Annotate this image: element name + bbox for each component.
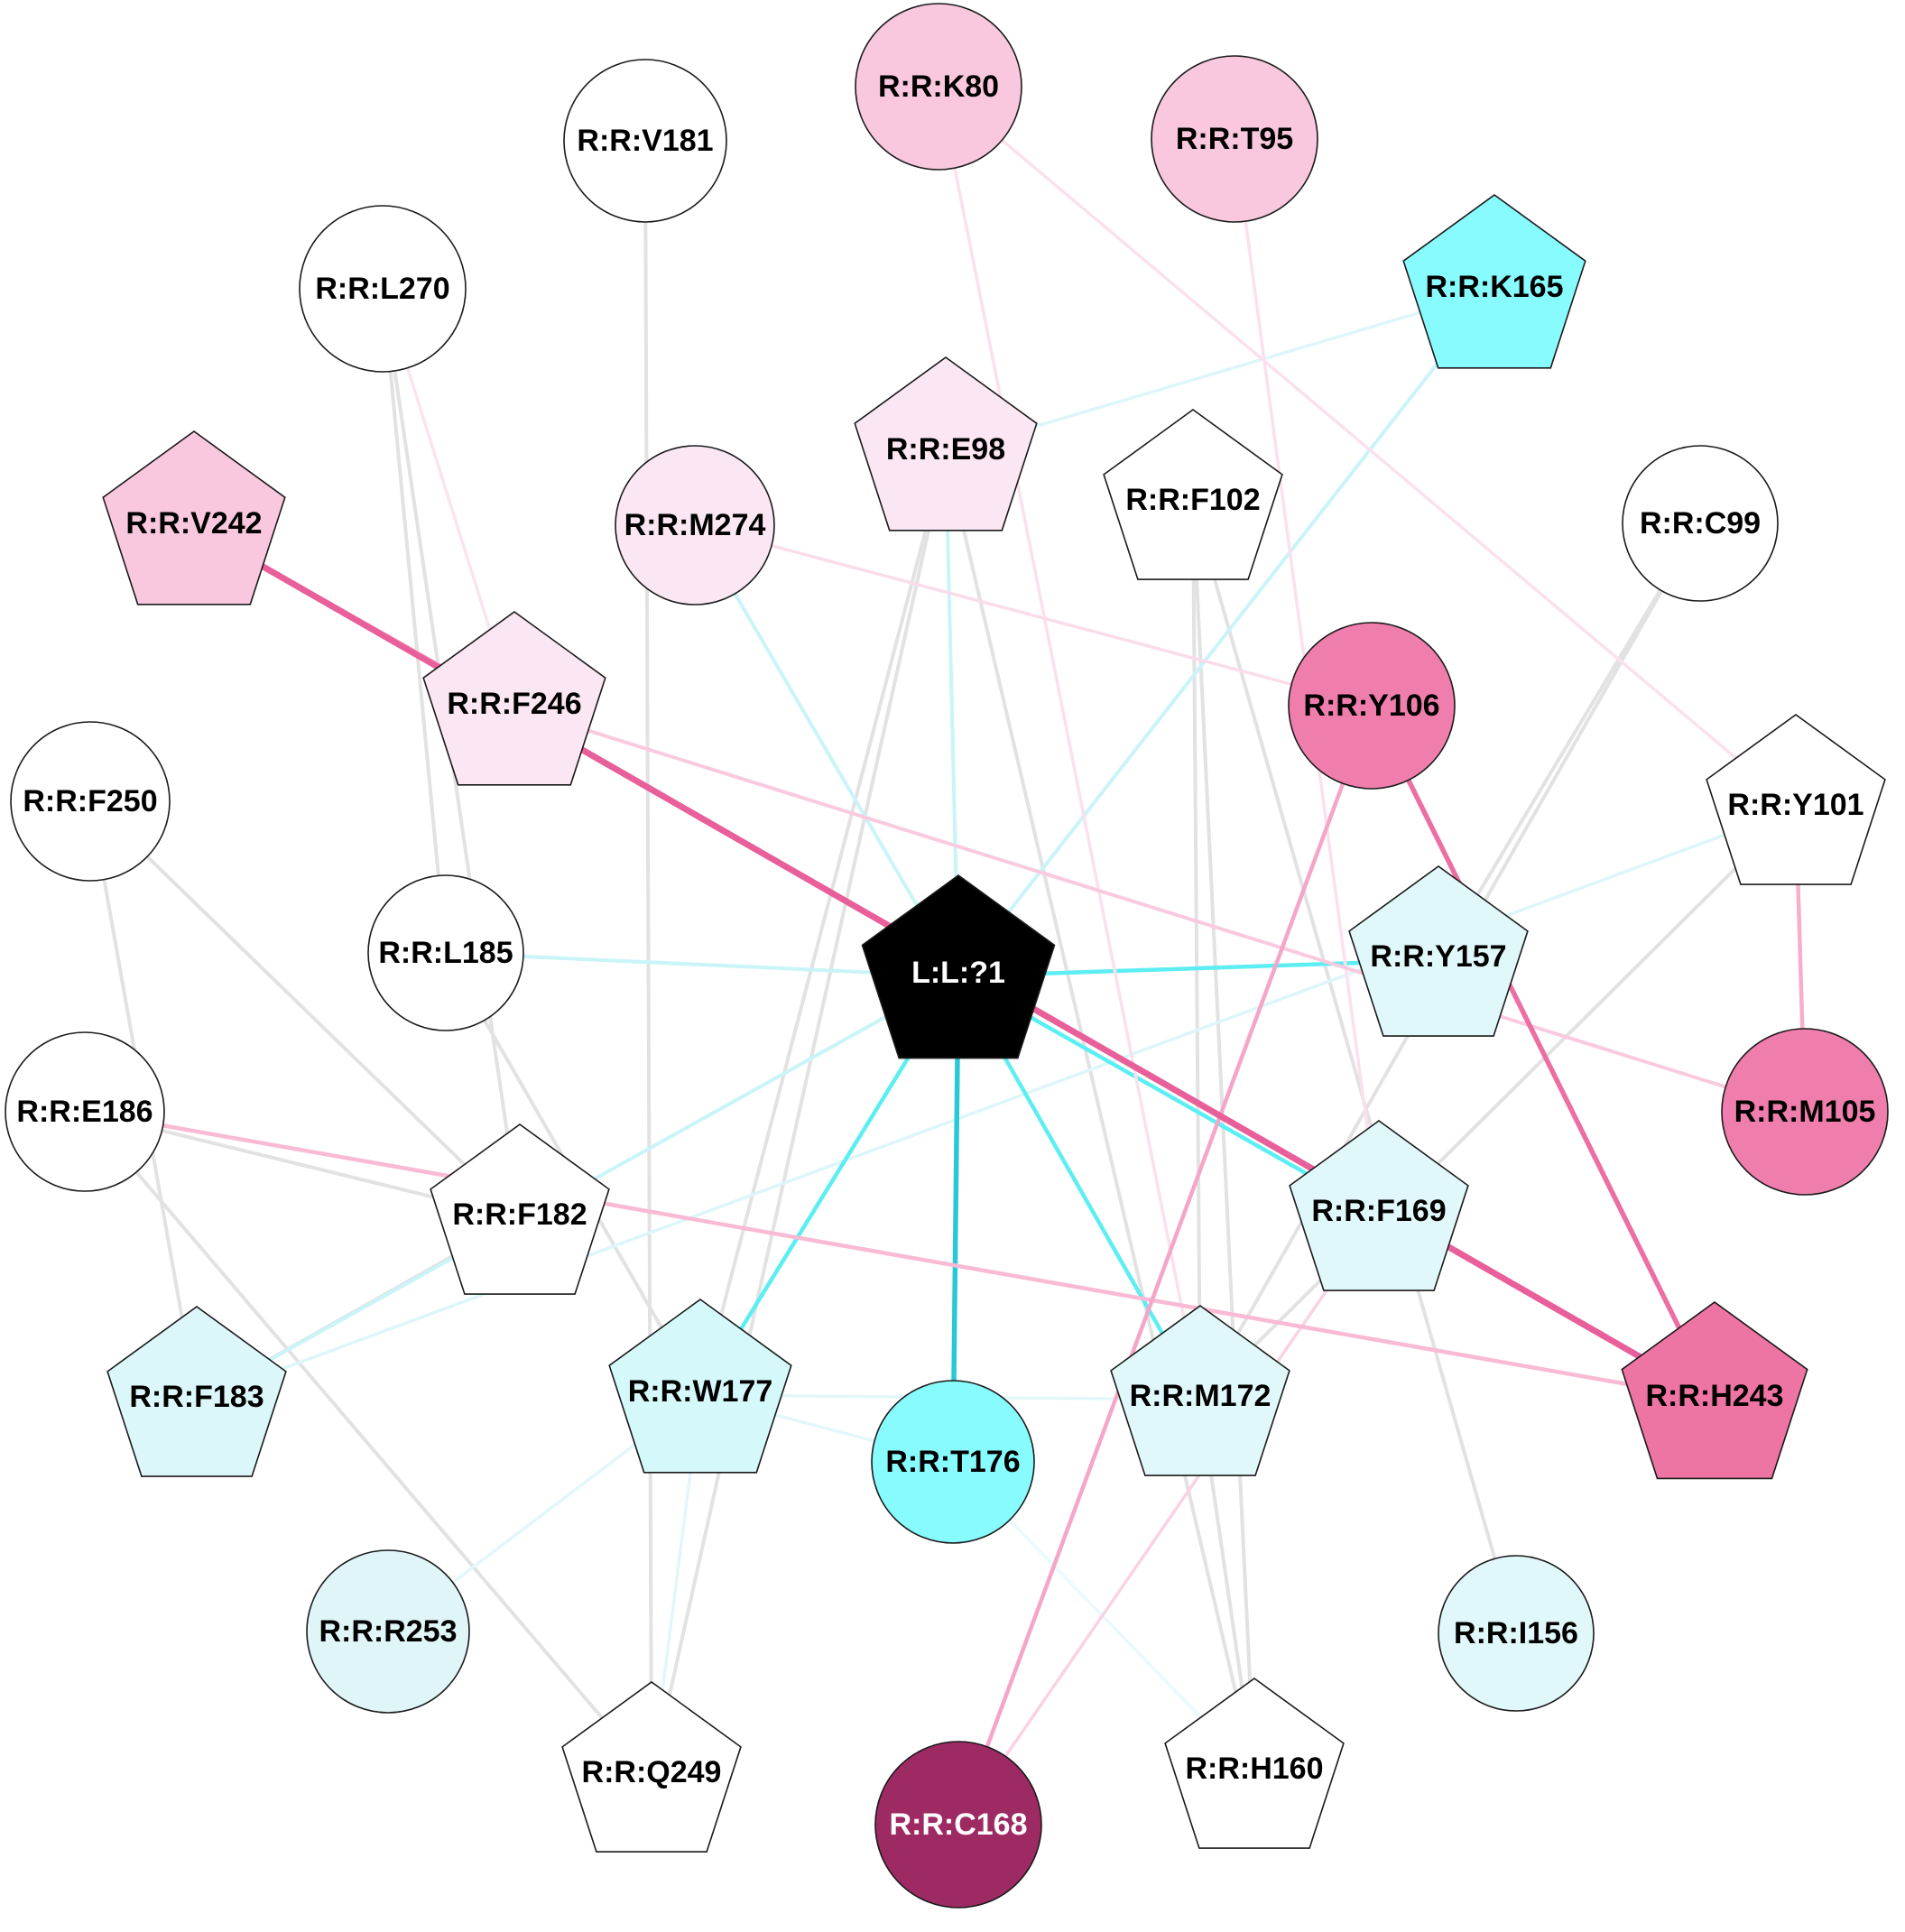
edge-E98-W177 [698, 451, 948, 1397]
edge-C99-Y157 [1437, 522, 1702, 962]
node-F246[interactable]: R:R:F246 [422, 611, 606, 786]
node-R253[interactable]: R:R:R253 [306, 1549, 470, 1714]
edge-LL1-K165 [957, 289, 1496, 978]
edge-K80-Y101 [937, 85, 1798, 810]
residue-circle-icon[interactable] [1721, 1028, 1889, 1196]
residue-circle-icon[interactable] [871, 1380, 1035, 1544]
node-Y106[interactable]: R:R:Y106 [1288, 622, 1456, 790]
node-F102[interactable]: R:R:F102 [1103, 409, 1283, 580]
residue-pentagon-icon[interactable] [1110, 1305, 1290, 1476]
residue-circle-icon[interactable] [855, 3, 1022, 171]
edge-E186-Q249 [83, 1110, 653, 1778]
residue-circle-icon[interactable] [299, 205, 467, 373]
residue-pentagon-icon[interactable] [854, 356, 1038, 532]
residue-circle-icon[interactable] [5, 1031, 165, 1192]
edge-F246-M105 [513, 706, 1807, 1114]
residue-pentagon-icon[interactable] [561, 1681, 742, 1853]
node-layer: R:R:K80R:R:T95R:R:V181R:R:K165R:R:L270R:… [5, 3, 1889, 1909]
residue-circle-icon[interactable] [1151, 55, 1318, 223]
residue-circle-icon[interactable] [306, 1549, 470, 1714]
residue-circle-icon[interactable] [367, 874, 524, 1031]
node-I156[interactable]: R:R:I156 [1438, 1555, 1595, 1712]
residue-pentagon-icon[interactable] [861, 874, 1056, 1059]
node-H160[interactable]: R:R:H160 [1164, 1678, 1345, 1849]
node-E98[interactable]: R:R:E98 [854, 356, 1038, 532]
residue-pentagon-icon[interactable] [608, 1299, 792, 1474]
edge-Y106-C168 [956, 703, 1374, 1827]
node-M274[interactable]: R:R:M274 [615, 445, 775, 605]
residue-pentagon-icon[interactable] [106, 1306, 287, 1477]
node-F250[interactable]: R:R:F250 [10, 721, 171, 882]
edge-V181-Q249 [643, 139, 653, 1778]
node-M105[interactable]: R:R:M105 [1721, 1028, 1889, 1196]
residue-pentagon-icon[interactable] [1402, 194, 1586, 369]
residue-circle-icon[interactable] [10, 721, 171, 882]
node-T176[interactable]: R:R:T176 [871, 1380, 1035, 1544]
edge-E98-H160 [944, 451, 1256, 1774]
residue-pentagon-icon[interactable] [1103, 409, 1283, 580]
edge-F250-F182 [88, 800, 522, 1220]
residue-circle-icon[interactable] [1288, 622, 1456, 790]
residue-circle-icon[interactable] [563, 59, 727, 223]
node-C99[interactable]: R:R:C99 [1622, 445, 1779, 602]
residue-pentagon-icon[interactable] [422, 611, 606, 786]
residue-pentagon-icon[interactable] [1164, 1678, 1345, 1849]
node-W177[interactable]: R:R:W177 [608, 1299, 792, 1474]
residue-pentagon-icon[interactable] [102, 430, 286, 605]
node-L185[interactable]: R:R:L185 [367, 874, 524, 1031]
node-Y157[interactable]: R:R:Y157 [1348, 865, 1529, 1037]
edge-K80-M172 [937, 85, 1202, 1401]
edge-M274-Y106 [693, 523, 1373, 707]
edge-Y101-M172 [1198, 807, 1798, 1401]
node-LL1[interactable]: L:L:?1 [861, 874, 1056, 1059]
node-V242[interactable]: R:R:V242 [102, 430, 286, 605]
node-T95[interactable]: R:R:T95 [1151, 55, 1318, 223]
edge-C168-F169 [957, 1213, 1381, 1826]
residue-pentagon-icon[interactable] [430, 1123, 610, 1295]
edge-K165-E98 [944, 289, 1496, 455]
residue-pentagon-icon[interactable] [1289, 1120, 1469, 1291]
node-H243[interactable]: R:R:H243 [1621, 1301, 1808, 1480]
edge-F102-M172 [1191, 502, 1202, 1401]
edge-F102-H160 [1191, 502, 1256, 1774]
residue-circle-icon[interactable] [1622, 445, 1779, 602]
node-E186[interactable]: R:R:E186 [5, 1031, 165, 1192]
node-F169[interactable]: R:R:F169 [1289, 1120, 1469, 1291]
node-Q249[interactable]: R:R:Q249 [561, 1681, 742, 1853]
node-L270[interactable]: R:R:L270 [299, 205, 467, 373]
residue-pentagon-icon[interactable] [1621, 1301, 1808, 1480]
edge-LL1-M274 [693, 523, 960, 978]
node-M172[interactable]: R:R:M172 [1110, 1305, 1290, 1476]
residue-circle-icon[interactable] [1438, 1555, 1595, 1712]
node-V181[interactable]: R:R:V181 [563, 59, 727, 223]
edge-L270-L185 [381, 287, 448, 955]
edge-E98-Q249 [650, 451, 948, 1778]
node-K80[interactable]: R:R:K80 [855, 3, 1022, 171]
residue-circle-icon[interactable] [874, 1741, 1042, 1909]
residue-pentagon-icon[interactable] [1348, 865, 1529, 1037]
edge-F102-I156 [1191, 502, 1518, 1635]
node-F182[interactable]: R:R:F182 [430, 1123, 610, 1295]
node-K165[interactable]: R:R:K165 [1402, 194, 1586, 369]
node-C168[interactable]: R:R:C168 [874, 1741, 1042, 1909]
edge-E186-H243 [82, 1109, 1717, 1402]
node-F183[interactable]: R:R:F183 [106, 1306, 287, 1477]
residue-pentagon-icon[interactable] [1706, 714, 1886, 885]
edge-F183-Y101 [195, 807, 1798, 1402]
node-Y101[interactable]: R:R:Y101 [1706, 714, 1886, 885]
residue-circle-icon[interactable] [615, 445, 775, 605]
edge-Y106-H243 [1369, 703, 1717, 1402]
